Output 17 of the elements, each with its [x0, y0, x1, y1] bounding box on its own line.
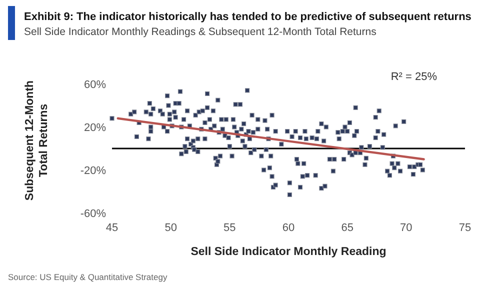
source-note: Source: US Equity & Quantitative Strategy	[8, 272, 168, 282]
text: R² = 25%	[390, 71, 438, 83]
x-tick-label: 60	[282, 222, 295, 234]
y-tick-label: 60%	[84, 78, 106, 91]
y-tick-label: -20%	[80, 164, 106, 177]
x-tick-label: 70	[400, 222, 412, 234]
x-tick-label: 55	[224, 222, 236, 234]
x-tick-label: 75	[458, 222, 472, 234]
x-axis-title: Sell Side Indicator Monthly Reading	[190, 246, 386, 258]
chart-subtitle: Sell Side Indicator Monthly Readings & Subsequent 12-Month Total Returns	[24, 26, 376, 38]
y-tick-label: -60%	[80, 208, 106, 220]
x-tick-label: 50	[164, 222, 177, 234]
chart-title: Exhibit 9: The indicator historically has tended to be predictive of subsequent returns	[24, 11, 472, 23]
y-tick-label: 20%	[84, 122, 106, 134]
x-tick-label: 65	[341, 222, 354, 234]
y-axis-title: Subsequent 12-Month Total Returns	[24, 80, 50, 201]
x-tick-label: 45	[106, 222, 118, 234]
